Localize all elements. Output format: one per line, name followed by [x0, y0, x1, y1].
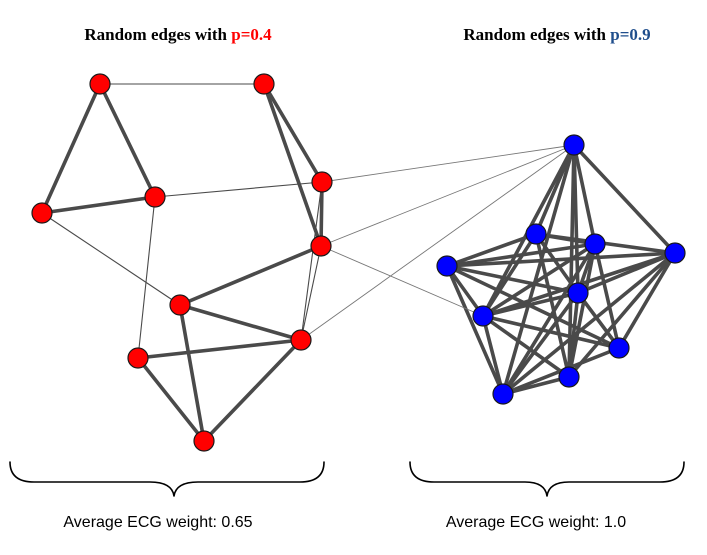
right-edge-r0-r2	[572, 143, 597, 246]
right-curly-brace	[409, 461, 685, 497]
left-edge-l6-l8	[178, 303, 303, 342]
left-edge-l5-l8	[300, 245, 322, 341]
left-edge-l0-l2	[40, 82, 102, 215]
red-node-l2	[31, 202, 53, 224]
blue-node-r1	[525, 223, 547, 245]
blue-node-r4	[436, 255, 458, 277]
right-edge-r6-r8	[481, 314, 571, 379]
blue-node-r8	[558, 366, 580, 388]
bridge-edge-l8-r0	[300, 144, 575, 341]
nodes-layer	[31, 73, 686, 452]
blue-node-r5	[567, 282, 589, 304]
right-edge-r3-r9	[501, 251, 677, 396]
right-edge-r2-r6	[481, 242, 597, 318]
left-edge-l4-l8	[300, 181, 323, 341]
left-title-p-value: p=0.4	[231, 25, 272, 44]
left-edge-l2-l6	[41, 212, 181, 306]
right-caption: Average ECG weight: 1.0	[446, 514, 626, 531]
left-edge-l3-l4	[154, 181, 323, 198]
right-edge-r4-r9	[445, 264, 505, 396]
right-edge-r5-r9	[501, 291, 580, 396]
red-node-l7	[127, 347, 149, 369]
right-edge-r2-r9	[501, 242, 597, 396]
right-edge-r2-r7	[593, 242, 621, 350]
right-edge-r5-r7	[576, 291, 621, 350]
left-edge-l7-l8	[136, 338, 303, 360]
left-edge-l6-l5	[178, 244, 323, 307]
right-edge-r4-r5	[445, 264, 580, 295]
red-node-l3	[144, 186, 166, 208]
right-edge-r2-r8	[567, 242, 597, 379]
right-edge-r8-r9	[501, 375, 571, 396]
right-edge-r3-r7	[617, 251, 677, 350]
blue-node-r2	[584, 233, 606, 255]
right-edge-r3-r4	[445, 251, 677, 268]
blue-node-r0	[563, 134, 585, 156]
left-edge-l0-l3	[98, 82, 157, 199]
red-node-l6	[169, 294, 191, 316]
right-title-p-value: p=0.9	[610, 25, 650, 44]
right-edge-r0-r9	[501, 143, 576, 396]
red-node-l9	[193, 430, 215, 452]
right-title-prefix: Random edges with	[463, 25, 610, 44]
red-node-l8	[290, 329, 312, 351]
right-edge-r6-r9	[481, 314, 505, 396]
right-edge-r1-r8	[534, 232, 571, 379]
blue-node-r7	[608, 337, 630, 359]
right-edge-r6-r7	[481, 314, 621, 350]
left-caption: Average ECG weight: 0.65	[63, 514, 252, 531]
blue-node-r6	[472, 305, 494, 327]
red-node-l4	[311, 171, 333, 193]
right-edge-r2-r4	[445, 242, 597, 268]
bridge-edge-l4-r0	[321, 144, 575, 183]
edges-layer	[40, 82, 677, 443]
left-curly-brace	[9, 461, 325, 497]
blue-node-r3	[664, 242, 686, 264]
left-edge-l4-l5	[319, 180, 324, 248]
right-edge-r3-r8	[567, 251, 677, 379]
left-title: Random edges with p=0.4	[84, 25, 272, 44]
left-edge-l6-l9	[178, 303, 206, 443]
right-edge-r1-r4	[445, 232, 538, 268]
right-title: Random edges with p=0.9	[463, 25, 650, 44]
left-edge-l8-l9	[202, 338, 303, 443]
left-edge-l2-l3	[40, 195, 157, 215]
right-edge-r5-r8	[567, 291, 580, 379]
red-node-l0	[89, 73, 111, 95]
right-edge-r1-r6	[481, 232, 538, 318]
bridge-edge-l5-r6	[320, 245, 484, 317]
left-title-prefix: Random edges with	[84, 25, 231, 44]
right-edge-r0-r3	[572, 143, 677, 255]
bridge-edge-l5-r0	[320, 144, 575, 247]
left-edge-l1-l5	[262, 82, 323, 248]
left-edge-l1-l4	[262, 82, 324, 184]
left-edge-l3-l7	[137, 196, 156, 359]
blue-node-r9	[492, 383, 514, 405]
red-node-l5	[310, 235, 332, 257]
right-edge-r4-r7	[445, 264, 621, 350]
left-edge-l7-l9	[136, 356, 206, 443]
red-node-l1	[253, 73, 275, 95]
